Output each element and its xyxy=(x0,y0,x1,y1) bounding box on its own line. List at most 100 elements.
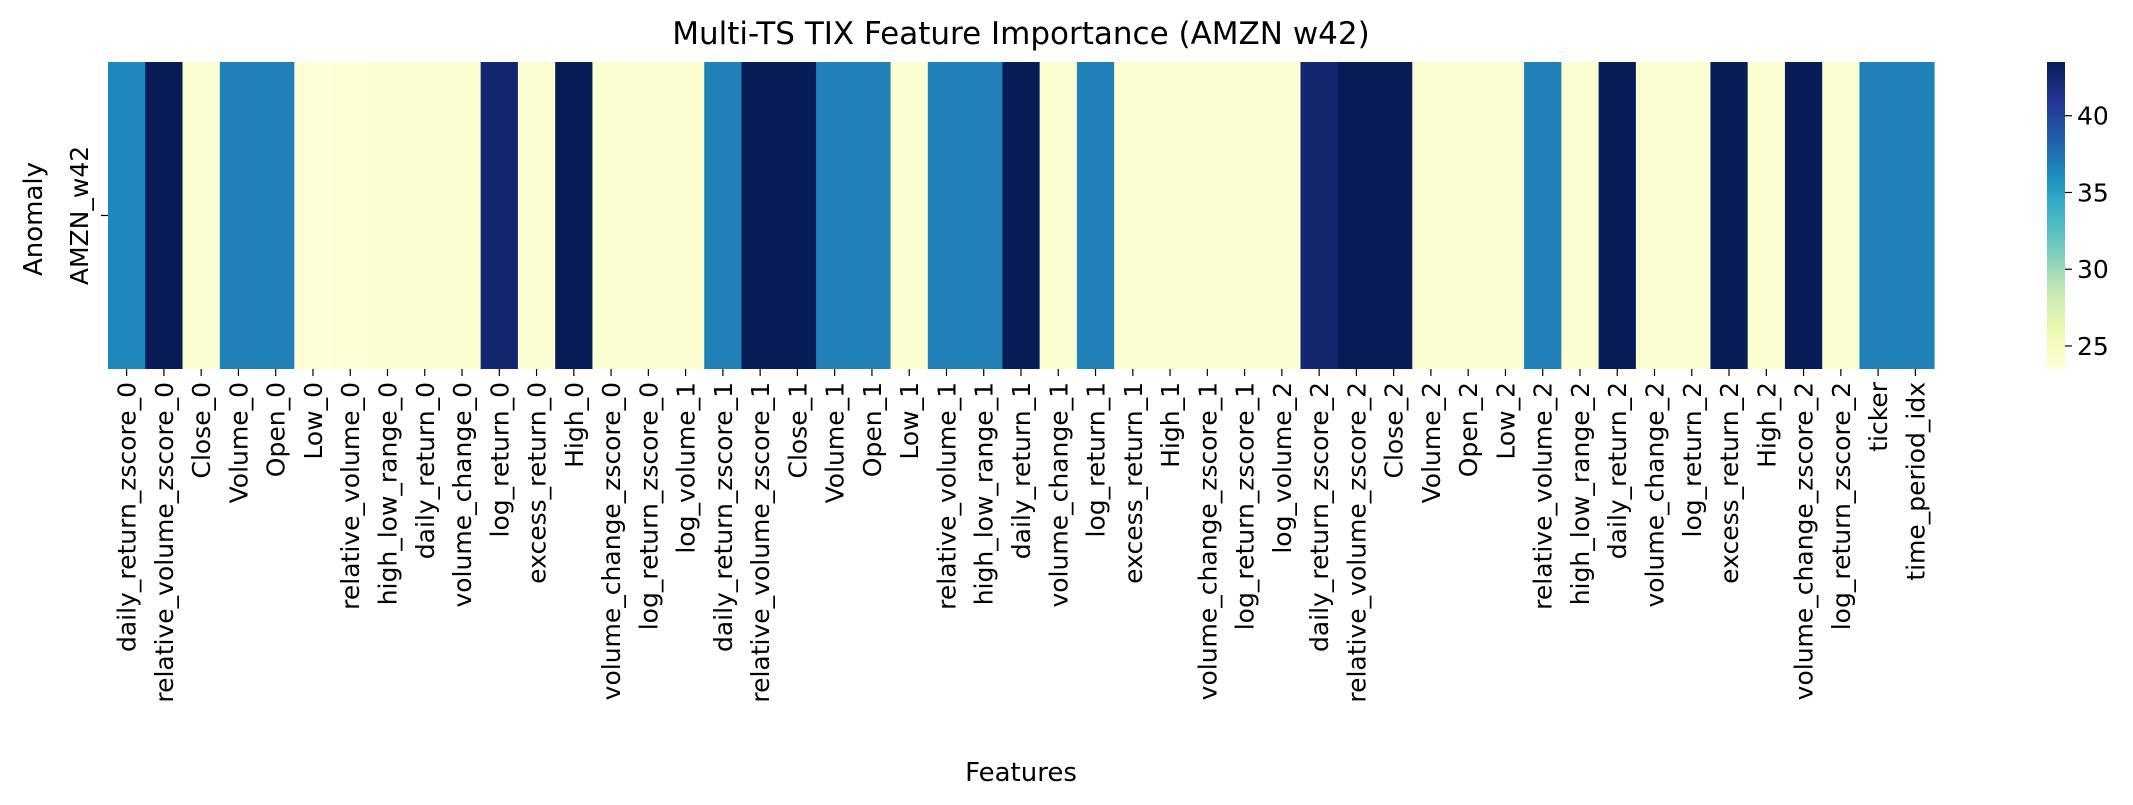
x-tick-label: excess_return_2 xyxy=(1715,382,1744,584)
y-axis-label: Anomaly xyxy=(19,162,49,276)
heatmap-cell-daily_return_zscore_1 xyxy=(704,62,743,369)
x-tick-label: Close_2 xyxy=(1380,382,1409,479)
colorbar-tick-label: 35 xyxy=(2077,178,2109,207)
colorbar-tick-label: 25 xyxy=(2077,332,2109,361)
heatmap-cell-high_low_range_0 xyxy=(368,62,407,369)
heatmap-cell-relative_volume_zscore_0 xyxy=(145,62,184,369)
heatmap-cell-excess_return_1 xyxy=(1114,62,1153,369)
x-tick-label: Open_1 xyxy=(858,382,887,477)
x-tick-label: volume_change_zscore_0 xyxy=(597,382,626,700)
colorbar-gradient xyxy=(2047,62,2065,369)
heatmap-cell-log_return_zscore_0 xyxy=(629,62,668,369)
heatmap-cell-log_return_zscore_1 xyxy=(1225,62,1264,369)
heatmap-cell-volume_change_zscore_2 xyxy=(1784,62,1823,369)
heatmap-cell-Open_1 xyxy=(853,62,892,369)
x-tick-label: log_return_zscore_0 xyxy=(634,382,663,630)
x-tick-label: Low_0 xyxy=(299,382,328,460)
heatmap-cell-Low_0 xyxy=(294,62,333,369)
x-tick-label: log_return_zscore_1 xyxy=(1231,382,1260,630)
heatmap-cell-high_low_range_1 xyxy=(965,62,1003,369)
x-tick-label: high_low_range_0 xyxy=(374,382,403,605)
y-tick-label: AMZN_w42 xyxy=(65,146,94,285)
heatmap-cell-relative_volume_zscore_1 xyxy=(741,62,780,369)
x-tick-label: relative_volume_1 xyxy=(933,382,962,610)
heatmap-cell-excess_return_0 xyxy=(517,62,556,369)
heatmap-cell-volume_change_2 xyxy=(1635,62,1674,369)
x-tick-label: log_return_1 xyxy=(1082,382,1111,537)
x-tick-label: volume_change_zscore_2 xyxy=(1790,382,1819,700)
heatmap-cell-volume_change_1 xyxy=(1039,62,1078,369)
x-tick-label: daily_return_zscore_2 xyxy=(1305,382,1334,652)
x-tick-label: daily_return_0 xyxy=(411,382,440,559)
x-tick-label: volume_change_zscore_1 xyxy=(1193,382,1222,700)
colorbar: 25 30 35 40 xyxy=(2047,62,2109,369)
heatmap-cell-Low_2 xyxy=(1486,62,1525,369)
x-tick-label: Low_2 xyxy=(1491,382,1520,460)
x-tick-label: ticker xyxy=(1864,381,1893,451)
heatmap-cell-Close_0 xyxy=(182,62,221,369)
heatmap-cell-volume_change_zscore_1 xyxy=(1188,62,1227,369)
heatmap-cell-Open_0 xyxy=(257,62,295,369)
heatmap-cells xyxy=(108,62,1935,369)
heatmap-cell-daily_return_1 xyxy=(1002,62,1041,369)
x-tick-label: high_low_range_2 xyxy=(1566,382,1595,605)
x-tick-label: log_return_2 xyxy=(1678,382,1707,537)
x-tick-label: relative_volume_zscore_2 xyxy=(1342,382,1371,703)
heatmap-cell-Volume_0 xyxy=(219,62,258,369)
x-tick-label: relative_volume_zscore_1 xyxy=(746,382,775,703)
heatmap-cell-relative_volume_zscore_2 xyxy=(1337,62,1376,369)
x-tick-label: volume_change_2 xyxy=(1641,382,1670,608)
x-tick-label: daily_return_2 xyxy=(1603,382,1632,559)
heatmap-cell-log_volume_1 xyxy=(666,62,705,369)
heatmap-cell-log_volume_2 xyxy=(1263,62,1302,369)
x-tick-label: Low_1 xyxy=(895,382,924,460)
x-tick-label: relative_volume_zscore_0 xyxy=(150,382,179,703)
x-axis-label: Features xyxy=(965,758,1077,788)
heatmap-cell-daily_return_zscore_0 xyxy=(108,62,146,369)
x-tick-label: log_return_zscore_2 xyxy=(1827,382,1856,630)
x-tick-label: daily_return_zscore_0 xyxy=(113,382,142,652)
heatmap-cell-daily_return_0 xyxy=(406,62,444,369)
x-tick-label: Open_2 xyxy=(1454,382,1483,477)
heatmap-cell-volume_change_zscore_0 xyxy=(592,62,631,369)
heatmap-cell-log_return_1 xyxy=(1076,62,1115,369)
heatmap-cell-Close_2 xyxy=(1375,62,1413,369)
x-tick-label: volume_change_1 xyxy=(1044,382,1073,608)
heatmap-cell-High_1 xyxy=(1151,62,1190,369)
heatmap-cell-time_period_idx xyxy=(1896,62,1935,369)
heatmap-cell-Volume_1 xyxy=(816,62,854,369)
x-tick-label: daily_return_zscore_1 xyxy=(709,382,738,652)
heatmap-cell-Close_1 xyxy=(778,62,817,369)
x-tick-label: High_0 xyxy=(560,382,589,468)
colorbar-ticks: 25 30 35 40 xyxy=(2065,102,2109,361)
x-tick-label: log_volume_1 xyxy=(672,382,701,554)
chart-title: Multi-TS TIX Feature Importance (AMZN w4… xyxy=(672,16,1369,52)
heatmap-cell-Low_1 xyxy=(890,62,929,369)
heatmap-cell-Volume_2 xyxy=(1412,62,1451,369)
heatmap-cell-log_return_0 xyxy=(480,62,519,369)
x-tick-label: Volume_0 xyxy=(224,382,253,503)
x-tick-label: Volume_2 xyxy=(1417,382,1446,503)
heatmap-cell-log_return_zscore_2 xyxy=(1822,62,1861,369)
x-tick-label: excess_return_1 xyxy=(1119,382,1148,584)
x-tick-label: log_volume_2 xyxy=(1268,382,1297,554)
x-tick-label: High_1 xyxy=(1156,382,1185,468)
x-tick-label: Volume_1 xyxy=(821,382,850,503)
heatmap-cell-daily_return_zscore_2 xyxy=(1300,62,1339,369)
x-tick-label: relative_volume_2 xyxy=(1529,382,1558,610)
heatmap-cell-High_0 xyxy=(555,62,594,369)
x-tick-label: daily_return_1 xyxy=(1007,382,1036,559)
x-tick-label: relative_volume_0 xyxy=(336,382,365,610)
x-tick-label: Close_0 xyxy=(187,382,216,479)
x-tick-label: Open_0 xyxy=(262,382,291,477)
x-axis-ticks: daily_return_zscore_0 relative_volume_zsc… xyxy=(113,369,1930,703)
heatmap-cell-High_2 xyxy=(1747,62,1786,369)
y-axis-ticks: AMZN_w42 xyxy=(65,146,108,285)
heatmap-cell-excess_return_2 xyxy=(1710,62,1749,369)
heatmap-cell-relative_volume_0 xyxy=(331,62,370,369)
heatmap-cell-log_return_2 xyxy=(1673,62,1712,369)
heatmap-cell-relative_volume_1 xyxy=(927,62,966,369)
colorbar-tick-label: 30 xyxy=(2077,255,2109,284)
x-tick-label: Close_1 xyxy=(783,382,812,479)
